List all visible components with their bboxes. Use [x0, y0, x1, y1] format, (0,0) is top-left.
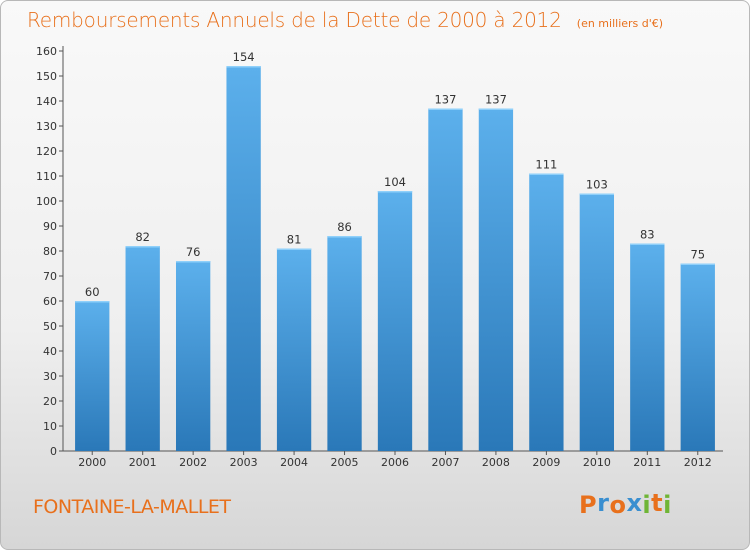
- logo-letter: i: [663, 491, 672, 519]
- data-label-2003: 154: [233, 50, 255, 64]
- x-tick-label: 2005: [331, 456, 359, 469]
- logo-letter: x: [626, 489, 643, 517]
- data-label-2011: 83: [640, 228, 655, 242]
- y-tick-label: 140: [36, 95, 57, 108]
- y-tick-label: 130: [36, 120, 57, 133]
- bar-highlight: [327, 236, 362, 238]
- chart-bars: [75, 66, 715, 451]
- bar-2010: [579, 193, 615, 451]
- bar-highlight: [377, 191, 413, 193]
- bar-highlight: [680, 263, 715, 265]
- y-tick-label: 40: [43, 345, 57, 358]
- bar-2001: [125, 246, 160, 451]
- data-label-2005: 86: [337, 220, 352, 234]
- data-label-2008: 137: [485, 93, 507, 107]
- x-tick-label: 2011: [633, 456, 661, 469]
- logo-letter: o: [609, 491, 627, 519]
- bar-2009: [529, 173, 564, 451]
- chart-axes: 0 10 20 30 40 50 60 70 80 90 100 110 120 130 140 150 160…: [36, 45, 723, 469]
- chart-title: Remboursements Annuels de la Dette de 20…: [27, 8, 562, 32]
- y-tick-label: 60: [43, 295, 57, 308]
- y-tick-label: 160: [36, 45, 57, 58]
- x-tick-label: 2008: [482, 456, 510, 469]
- bar-2006: [377, 191, 413, 451]
- x-tick-label: 2006: [381, 456, 409, 469]
- data-label-2000: 60: [85, 285, 100, 299]
- bar-2004: [276, 248, 312, 451]
- chart-title-row: Remboursements Annuels de la Dette de 20…: [27, 8, 663, 32]
- bar-highlight: [478, 108, 514, 110]
- x-tick-label: 2009: [532, 456, 560, 469]
- data-label-2007: 137: [434, 93, 456, 107]
- x-tick-label: 2007: [431, 456, 459, 469]
- bar-highlight: [579, 193, 615, 195]
- data-label-2012: 75: [690, 248, 705, 262]
- bar-2002: [175, 261, 211, 451]
- data-label-2006: 104: [384, 175, 406, 189]
- bar-2008: [478, 108, 514, 451]
- bar-2005: [327, 236, 362, 451]
- y-tick-label: 70: [43, 270, 57, 283]
- x-tick-label: 2000: [78, 456, 106, 469]
- bar-highlight: [226, 66, 261, 68]
- y-tick-label: 10: [43, 420, 57, 433]
- x-tick-label: 2012: [684, 456, 712, 469]
- y-tick-label: 0: [50, 445, 57, 458]
- data-label-2010: 103: [586, 178, 608, 192]
- bar-highlight: [75, 301, 110, 303]
- x-tick-label: 2001: [129, 456, 157, 469]
- y-tick-label: 120: [36, 145, 57, 158]
- logo-letter: P: [579, 491, 598, 519]
- data-label-2001: 82: [135, 230, 150, 244]
- chart-labels: 60 82 76 154 81 86 104 137 137 111 103 83 75: [85, 50, 705, 299]
- chart-subtitle: (en milliers d'€): [576, 17, 664, 30]
- x-tick-label: 2003: [230, 456, 258, 469]
- bar-2000: [75, 301, 110, 451]
- bar-highlight: [125, 246, 160, 248]
- bar-highlight: [529, 173, 564, 175]
- y-tick-label: 100: [36, 195, 57, 208]
- bar-highlight: [175, 261, 211, 263]
- x-tick-label: 2002: [179, 456, 207, 469]
- data-label-2009: 111: [535, 158, 557, 172]
- y-tick-label: 50: [43, 320, 57, 333]
- x-tick-label: 2004: [280, 456, 308, 469]
- y-tick-label: 20: [43, 395, 57, 408]
- logo-letter: i: [642, 491, 652, 519]
- y-tick-label: 90: [43, 220, 57, 233]
- bar-2007: [428, 108, 463, 451]
- logo-letter: t: [651, 489, 664, 517]
- bar-2012: [680, 263, 715, 451]
- x-tick-label: 2010: [583, 456, 611, 469]
- bar-2003: [226, 66, 261, 451]
- y-tick-label: 30: [43, 370, 57, 383]
- data-label-2004: 81: [287, 233, 302, 247]
- bar-highlight: [630, 243, 665, 245]
- bar-highlight: [276, 248, 312, 250]
- place-name: FONTAINE-LA-MALLET: [33, 496, 231, 518]
- y-tick-label: 110: [36, 170, 57, 183]
- data-label-2002: 76: [186, 245, 201, 259]
- bar-highlight: [428, 108, 463, 110]
- bar-2011: [630, 243, 665, 451]
- y-tick-label: 80: [43, 245, 57, 258]
- proxiti-logo[interactable]: Proxiti: [579, 489, 672, 519]
- logo-letter: r: [597, 489, 610, 517]
- y-tick-label: 150: [36, 70, 57, 83]
